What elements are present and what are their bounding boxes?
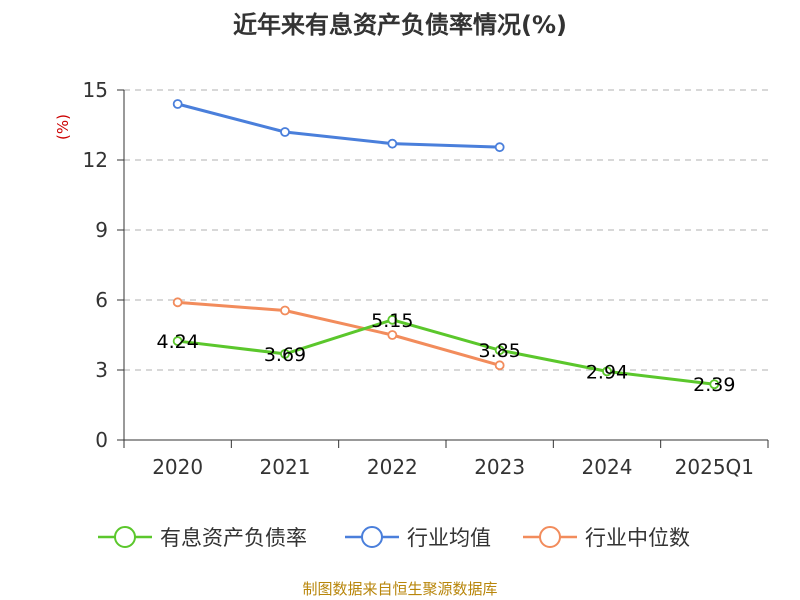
data-labels: 4.24 3.69 5.15 3.85 2.94 2.39 — [157, 310, 736, 396]
data-label-2025Q1: 2.39 — [693, 374, 735, 396]
series-2-point-2022[interactable] — [387, 330, 398, 340]
y-tick-label-0: 0 — [95, 428, 108, 452]
series-2-point-2021[interactable] — [280, 305, 290, 316]
y-tick-label-3: 3 — [95, 358, 108, 382]
legend-item-1[interactable]: 行业均值 — [345, 526, 491, 550]
series-1-line — [177, 102, 500, 149]
series-2-line — [177, 300, 501, 367]
series-1-point-2022[interactable] — [387, 138, 398, 149]
series-0-point-2022[interactable] — [387, 314, 398, 325]
y-axis-unit: (%) — [54, 114, 72, 140]
source-footer: 制图数据来自恒生聚源数据库 — [302, 580, 497, 598]
axes: 0 3 6 9 12 15 2020 2021 2022 2023 2024 2025Q1 — [83, 78, 769, 479]
x-tick-label-2025Q1: 2025Q1 — [675, 455, 754, 479]
data-label-2024: 2.94 — [586, 361, 628, 383]
data-label-2022: 5.15 — [371, 310, 413, 332]
series-0-point-2024[interactable] — [602, 366, 612, 377]
series-0-line — [177, 318, 715, 386]
data-label-2020: 4.24 — [157, 331, 199, 353]
x-tick-label-2023: 2023 — [474, 455, 525, 479]
series — [172, 99, 720, 390]
legend-swatch-marker — [539, 526, 561, 548]
series-0-point-2020[interactable] — [172, 336, 183, 346]
legend[interactable]: 有息资产负债率 行业均值 行业中位数 — [98, 526, 690, 550]
x-tick-label-2022: 2022 — [367, 455, 418, 479]
series-0-point-2021[interactable] — [280, 348, 290, 359]
x-tick-label-2020: 2020 — [152, 455, 203, 479]
x-tick-label-2021: 2021 — [260, 455, 311, 479]
legend-swatch-marker — [114, 526, 136, 548]
y-tick-label-12: 12 — [83, 148, 108, 172]
data-label-2021: 3.69 — [264, 344, 306, 366]
y-tick-label-6: 6 — [95, 288, 108, 312]
data-label-2023: 3.85 — [479, 340, 521, 362]
y-tick-label-15: 15 — [83, 78, 108, 102]
gridlines — [124, 89, 768, 371]
series-0-point-2023[interactable] — [494, 345, 505, 356]
x-tick-label-2024: 2024 — [582, 455, 633, 479]
legend-label: 行业均值 — [407, 526, 491, 550]
y-tick-label-9: 9 — [95, 218, 108, 242]
legend-label: 行业中位数 — [585, 526, 690, 550]
legend-swatch-marker — [361, 526, 383, 548]
series-0-point-2025Q1[interactable] — [709, 379, 720, 390]
legend-label: 有息资产负债率 — [160, 526, 307, 550]
series-2-point-2020[interactable] — [172, 297, 183, 308]
series-1-point-2023[interactable] — [494, 142, 505, 153]
legend-item-2[interactable]: 行业中位数 — [523, 526, 690, 550]
series-2-point-2023[interactable] — [494, 360, 505, 371]
series-1-point-2020[interactable] — [172, 99, 183, 109]
legend-item-0[interactable]: 有息资产负债率 — [98, 526, 307, 550]
series-1-point-2021[interactable] — [280, 127, 290, 137]
chart-title: 近年来有息资产负债率情况(%) — [233, 11, 567, 39]
